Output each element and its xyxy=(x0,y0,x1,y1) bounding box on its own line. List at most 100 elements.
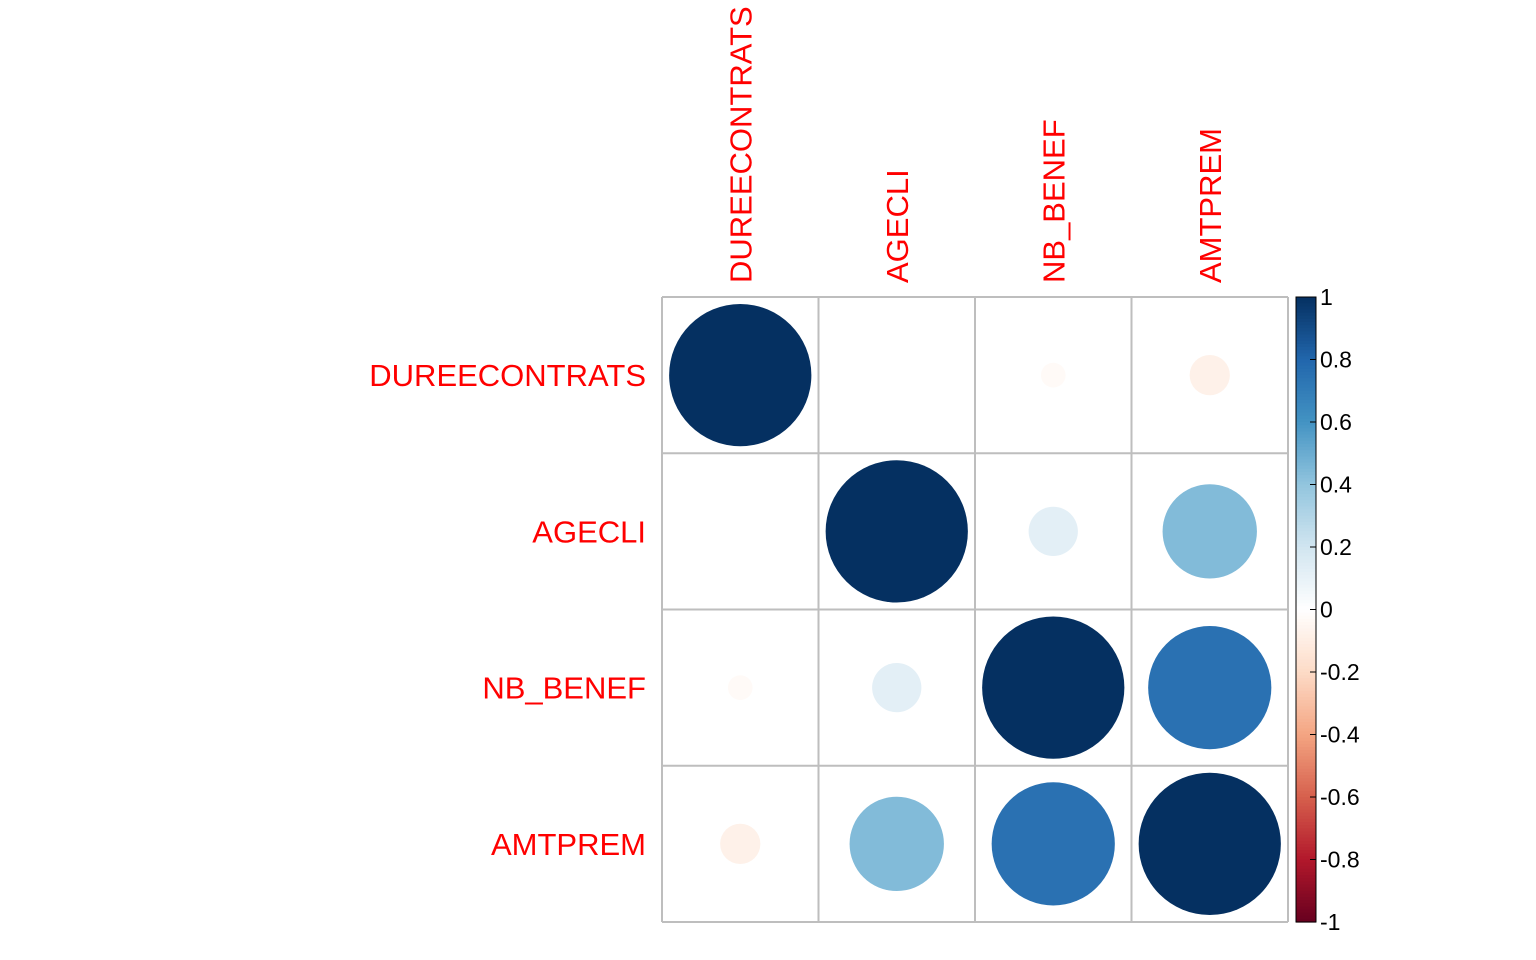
colorbar-segment xyxy=(1296,706,1316,711)
corr-circle-nb_benef-nb_benef xyxy=(982,616,1125,759)
colorbar-segment xyxy=(1296,378,1316,382)
corr-circle-agecli-agecli xyxy=(825,460,968,603)
colorbar-segment xyxy=(1296,400,1316,404)
colorbar-segment xyxy=(1296,728,1316,732)
colorbar-segment xyxy=(1296,659,1316,664)
colorbar-segment xyxy=(1296,418,1316,423)
colorbar-segment xyxy=(1296,653,1316,657)
row-label-nb_benef: NB_BENEF xyxy=(482,671,646,706)
colorbar-tick-label: -0.4 xyxy=(1320,722,1360,748)
corr-circle-dureecontrats-dureecontrats xyxy=(669,304,812,447)
colorbar-segment xyxy=(1296,650,1316,654)
colorbar-segment xyxy=(1296,597,1316,601)
colorbar-segment xyxy=(1296,915,1316,920)
colorbar-segment xyxy=(1296,306,1316,311)
colorbar-segment xyxy=(1296,825,1316,829)
colorbar-segment xyxy=(1296,834,1316,839)
colorbar-segment xyxy=(1296,693,1316,698)
colorbar-segment xyxy=(1296,634,1316,639)
colorbar-tick-label: 0 xyxy=(1320,597,1333,623)
matrix-grid xyxy=(661,296,1289,923)
colorbar-segment xyxy=(1296,428,1316,432)
colorbar-tick-label: 1 xyxy=(1320,284,1333,310)
colorbar-segment xyxy=(1296,681,1316,686)
colorbar-segment xyxy=(1296,331,1316,336)
colorbar-segment xyxy=(1296,718,1316,723)
colorbar-segment xyxy=(1296,747,1316,751)
colorbar-segment xyxy=(1296,909,1316,914)
colorbar-segment xyxy=(1296,578,1316,582)
colorbar-segment xyxy=(1296,740,1316,745)
colorbar-segment xyxy=(1296,897,1316,901)
colorbar-segment xyxy=(1296,884,1316,889)
colorbar-segment xyxy=(1296,403,1316,407)
colorbar-segment xyxy=(1296,362,1316,367)
column-labels: DUREECONTRATS AGECLI NB_BENEF AMTPREM xyxy=(723,6,1228,283)
colorbar-segment xyxy=(1296,809,1316,814)
colorbar-segment xyxy=(1296,781,1316,786)
colorbar-segment xyxy=(1296,678,1316,682)
colorbar-segment xyxy=(1296,737,1316,742)
colorbar-segment xyxy=(1296,712,1316,717)
column-label-amtprem: AMTPREM xyxy=(1193,128,1228,283)
colorbar-segment xyxy=(1296,862,1316,867)
corr-circle-amtprem-nb_benef xyxy=(991,782,1115,906)
colorbar-segment xyxy=(1296,615,1316,620)
colorbar-segment xyxy=(1296,878,1316,882)
colorbar-segment xyxy=(1296,890,1316,895)
colorbar-segment xyxy=(1296,881,1316,886)
colorbar-segment xyxy=(1296,384,1316,389)
colorbar-tick-label: 0.8 xyxy=(1320,347,1352,373)
colorbar-segment xyxy=(1296,684,1316,689)
colorbar-segment xyxy=(1296,603,1316,607)
colorbar-segment xyxy=(1296,478,1316,482)
colorbar-segment xyxy=(1296,584,1316,589)
colorbar-segment xyxy=(1296,812,1316,817)
colorbar-segment xyxy=(1296,297,1316,301)
colorbar-segment xyxy=(1296,337,1316,342)
colorbar-segment xyxy=(1296,609,1316,614)
corr-circle-agecli-amtprem xyxy=(1162,484,1257,579)
colorbar-segment xyxy=(1296,753,1316,757)
corr-circle-amtprem-dureecontrats xyxy=(720,823,761,864)
correlation-circles xyxy=(669,304,1281,915)
colorbar-segment xyxy=(1296,534,1316,539)
colorbar-segment xyxy=(1296,581,1316,586)
colorbar-segment xyxy=(1296,675,1316,679)
colorbar-segment xyxy=(1296,328,1316,332)
colorbar-segment xyxy=(1296,793,1316,798)
colorbar-segment xyxy=(1296,300,1316,304)
colorbar-segment xyxy=(1296,487,1316,492)
colorbar-segment xyxy=(1296,790,1316,795)
colorbar-tick-label: -0.6 xyxy=(1320,784,1360,810)
colorbar-segment xyxy=(1296,840,1316,845)
colorbar-segment xyxy=(1296,493,1316,498)
colorbar-tick-label: -0.2 xyxy=(1320,659,1360,685)
colorbar-segment xyxy=(1296,453,1316,457)
colorbar-segment xyxy=(1296,434,1316,439)
colorbar-segment xyxy=(1296,731,1316,736)
colorbar-segment xyxy=(1296,540,1316,545)
colorbar-segment xyxy=(1296,768,1316,773)
colorbar-segment xyxy=(1296,481,1316,486)
colorbar-segment xyxy=(1296,643,1316,648)
colorbar-segment xyxy=(1296,490,1316,495)
colorbar-segment xyxy=(1296,847,1316,851)
colorbar-segment xyxy=(1296,734,1316,739)
colorbar-segment xyxy=(1296,309,1316,314)
colorbar-segment xyxy=(1296,553,1316,557)
colorbar-segment xyxy=(1296,647,1316,651)
colorbar-segment xyxy=(1296,756,1316,761)
colorbar-tick-label: -1 xyxy=(1320,909,1340,935)
colorbar-segment xyxy=(1296,412,1316,417)
colorbar-segment xyxy=(1296,625,1316,629)
colorbar-segment xyxy=(1296,725,1316,729)
colorbar-segment xyxy=(1296,381,1316,386)
colorbar-segment xyxy=(1296,918,1316,923)
colorbar-segment xyxy=(1296,456,1316,461)
row-labels: DUREECONTRATS AGECLI NB_BENEF AMTPREM xyxy=(369,358,646,862)
colorbar-segment xyxy=(1296,640,1316,645)
colorbar-segment xyxy=(1296,822,1316,826)
colorbar-segment xyxy=(1296,787,1316,792)
